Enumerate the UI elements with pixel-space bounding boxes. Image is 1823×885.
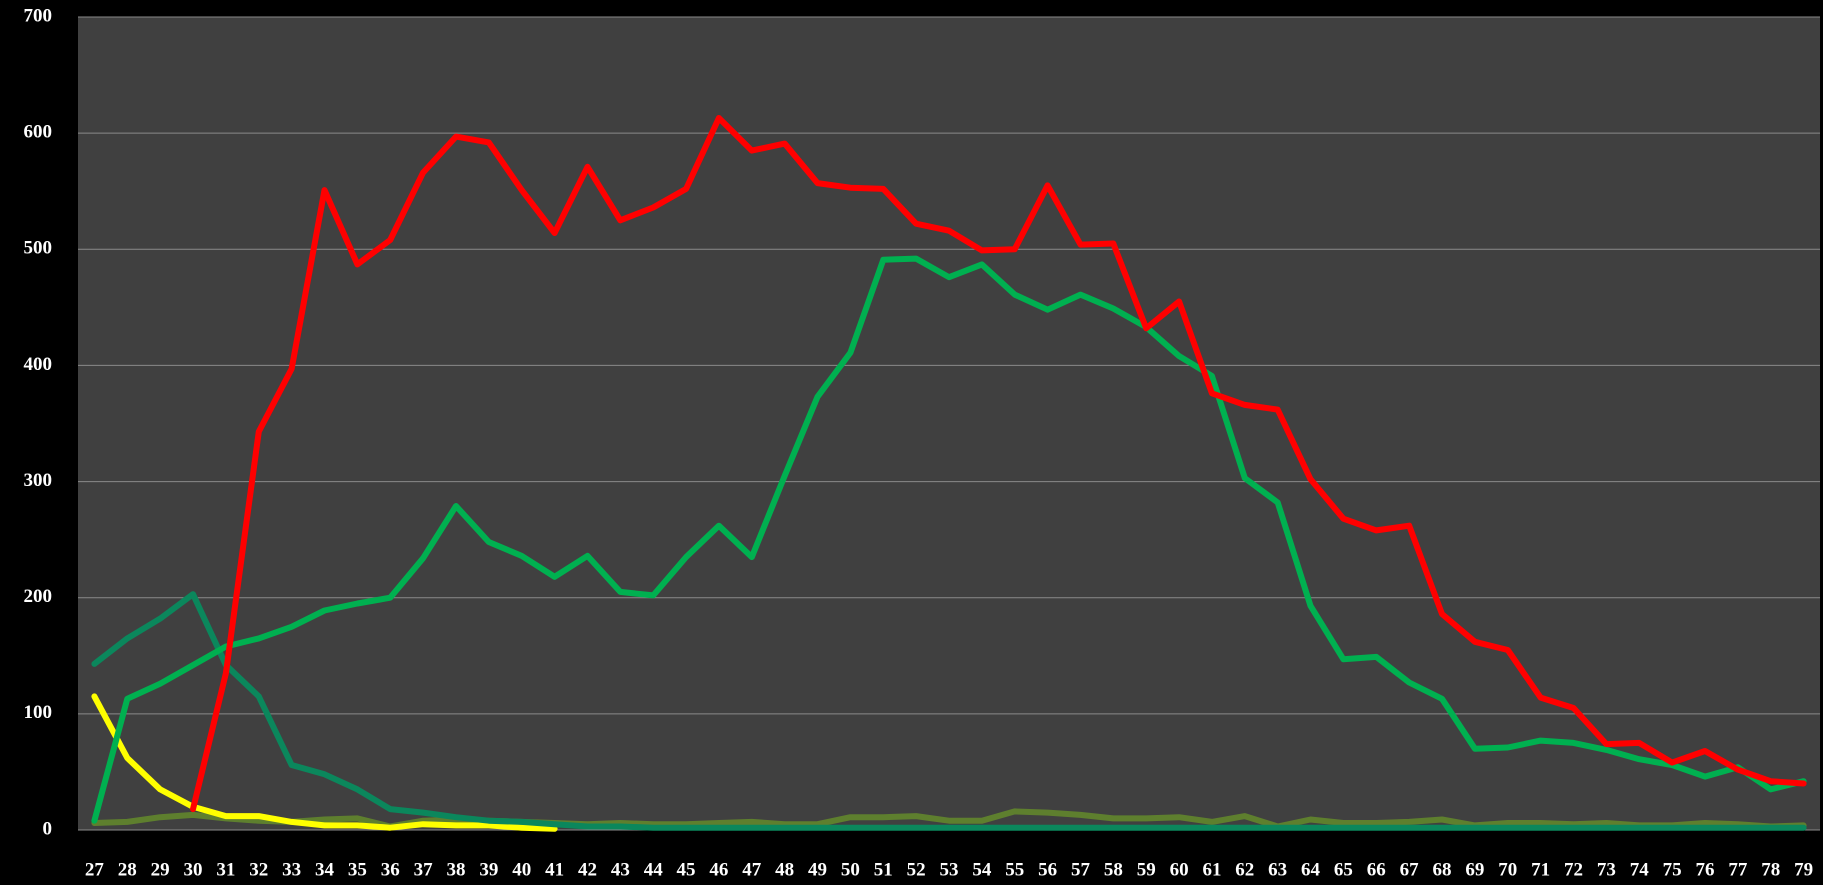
x-tick-label: 71 — [1531, 859, 1550, 880]
x-tick-label: 74 — [1630, 859, 1650, 880]
y-tick-label: 500 — [24, 238, 53, 259]
x-tick-label: 69 — [1465, 859, 1484, 880]
x-tick-label: 33 — [282, 859, 301, 880]
x-tick-label: 55 — [1005, 859, 1024, 880]
x-tick-label: 48 — [775, 859, 794, 880]
x-tick-label: 66 — [1367, 859, 1386, 880]
x-tick-label: 70 — [1498, 859, 1517, 880]
x-tick-label: 32 — [249, 859, 268, 880]
x-tick-label: 38 — [446, 859, 465, 880]
x-tick-label: 63 — [1268, 859, 1287, 880]
x-tick-label: 30 — [184, 859, 203, 880]
x-tick-label: 36 — [381, 859, 400, 880]
x-tick-label: 75 — [1663, 859, 1682, 880]
x-tick-label: 53 — [940, 859, 959, 880]
x-tick-label: 56 — [1038, 859, 1057, 880]
x-tick-label: 43 — [611, 859, 630, 880]
x-tick-label: 72 — [1564, 859, 1583, 880]
y-tick-label: 0 — [43, 818, 53, 839]
x-tick-label: 57 — [1071, 859, 1091, 880]
x-tick-label: 44 — [644, 859, 664, 880]
x-tick-label: 65 — [1334, 859, 1353, 880]
series-line — [91, 693, 558, 832]
x-tick-label: 39 — [479, 859, 498, 880]
x-tick-label: 77 — [1728, 859, 1748, 880]
x-tick-label: 49 — [808, 859, 827, 880]
x-tick-label: 64 — [1301, 859, 1321, 880]
y-tick-label: 400 — [24, 354, 53, 375]
x-tick-label: 31 — [216, 859, 235, 880]
x-tick-label: 51 — [874, 859, 893, 880]
x-tick-label: 27 — [85, 859, 105, 880]
x-tick-label: 68 — [1433, 859, 1452, 880]
x-tick-label: 42 — [578, 859, 597, 880]
x-tick-label: 76 — [1695, 859, 1714, 880]
x-tick-label: 78 — [1761, 859, 1780, 880]
x-tick-label: 45 — [677, 859, 696, 880]
series-line — [91, 808, 1807, 830]
x-tick-label: 61 — [1202, 859, 1221, 880]
x-tick-label: 29 — [151, 859, 170, 880]
series-line — [91, 591, 1807, 831]
series-line — [190, 115, 1807, 813]
x-tick-label: 73 — [1597, 859, 1616, 880]
x-tick-label: 34 — [315, 859, 335, 880]
y-tick-label: 300 — [24, 470, 53, 491]
x-tick-label: 59 — [1137, 859, 1156, 880]
y-tick-label: 100 — [24, 702, 53, 723]
x-tick-label: 37 — [414, 859, 434, 880]
x-tick-label: 52 — [907, 859, 926, 880]
x-tick-label: 47 — [742, 859, 762, 880]
series-line — [91, 255, 1807, 824]
x-tick-label: 79 — [1794, 859, 1813, 880]
y-tick-label: 700 — [24, 5, 53, 26]
x-tick-label: 28 — [118, 859, 137, 880]
x-tick-label: 67 — [1400, 859, 1420, 880]
x-tick-label: 46 — [709, 859, 728, 880]
x-tick-label: 41 — [545, 859, 564, 880]
x-tick-label: 35 — [348, 859, 367, 880]
plot-area — [78, 17, 1820, 830]
x-tick-label: 54 — [972, 859, 992, 880]
x-tick-label: 62 — [1235, 859, 1254, 880]
x-tick-label: 60 — [1170, 859, 1189, 880]
y-tick-label: 200 — [24, 586, 53, 607]
x-tick-label: 40 — [512, 859, 531, 880]
y-tick-label: 600 — [24, 122, 53, 143]
x-tick-label: 50 — [841, 859, 860, 880]
x-tick-label: 58 — [1104, 859, 1123, 880]
